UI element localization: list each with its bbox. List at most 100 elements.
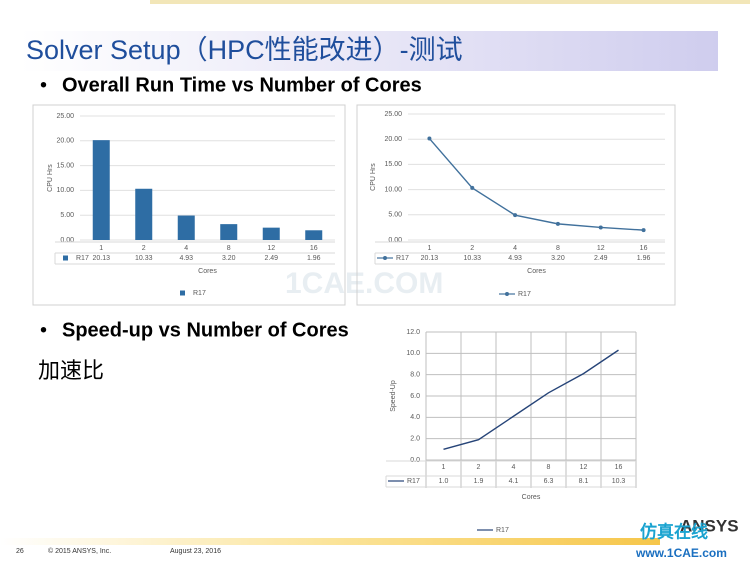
bar bbox=[177, 215, 195, 240]
chart-frame bbox=[32, 104, 346, 306]
x-axis-label: Cores bbox=[198, 268, 217, 275]
value-label: 10.3 bbox=[612, 478, 626, 485]
y-axis-label: CPU Hrs bbox=[47, 164, 54, 192]
y-tick-label: 6.0 bbox=[410, 393, 420, 400]
table-series-name: R17 bbox=[76, 255, 89, 262]
x-tick-label: 12 bbox=[580, 464, 588, 471]
y-tick-label: 10.0 bbox=[406, 350, 420, 357]
bullet: Overall Run Time vs Number of Cores bbox=[62, 74, 422, 96]
copyright: © 2015 ANSYS, Inc. bbox=[48, 547, 111, 555]
value-label: 6.3 bbox=[544, 478, 554, 485]
marker bbox=[598, 225, 603, 230]
legend-marker bbox=[383, 256, 387, 260]
legend-label: R17 bbox=[518, 291, 531, 298]
y-tick-label: 8.0 bbox=[410, 372, 420, 379]
x-tick-label: 1 bbox=[427, 245, 431, 252]
y-tick-label: 12.0 bbox=[406, 329, 420, 336]
x-tick-label: 16 bbox=[640, 245, 648, 252]
legend-label: R17 bbox=[193, 290, 206, 297]
y-axis-label: CPU Hrs bbox=[370, 163, 377, 191]
x-tick-label: 2 bbox=[142, 245, 146, 252]
value-label: 2.49 bbox=[264, 255, 278, 262]
value-label: 1.96 bbox=[637, 255, 651, 262]
table-series-name: R17 bbox=[396, 255, 409, 262]
table-series-name: R17 bbox=[407, 478, 420, 485]
x-tick-label: 8 bbox=[227, 245, 231, 252]
bar bbox=[92, 140, 110, 240]
slide-title: Solver Setup（HPC性能改进）-测试 bbox=[26, 35, 463, 65]
line bbox=[428, 138, 644, 231]
x-tick-label: 4 bbox=[184, 245, 188, 252]
page-number: 26 bbox=[16, 548, 24, 555]
marker bbox=[555, 221, 560, 226]
y-tick-label: 0.00 bbox=[60, 237, 74, 244]
x-axis-label: Cores bbox=[522, 494, 541, 501]
value-label: 4.1 bbox=[509, 478, 519, 485]
bullet-dot: • bbox=[40, 319, 47, 341]
value-label: 2.49 bbox=[594, 255, 608, 262]
y-tick-label: 20.00 bbox=[56, 138, 74, 145]
bar bbox=[220, 224, 238, 240]
legend-marker bbox=[505, 292, 509, 296]
x-tick-label: 4 bbox=[513, 245, 517, 252]
bullet-dot: • bbox=[40, 74, 47, 96]
y-tick-label: 15.00 bbox=[56, 162, 74, 169]
value-label: 4.93 bbox=[179, 255, 193, 262]
y-tick-label: 10.00 bbox=[56, 187, 74, 194]
x-tick-label: 12 bbox=[597, 245, 605, 252]
chart-frame bbox=[356, 104, 676, 306]
y-tick-label: 25.00 bbox=[56, 113, 74, 120]
bar bbox=[262, 227, 280, 240]
legend-swatch bbox=[63, 255, 68, 261]
value-label: 1.9 bbox=[474, 478, 484, 485]
marker bbox=[641, 228, 646, 233]
watermark: 仿真在线 bbox=[640, 521, 708, 541]
x-tick-label: 1 bbox=[99, 245, 103, 252]
value-label: 3.20 bbox=[222, 255, 236, 262]
y-tick-label: 10.00 bbox=[384, 186, 402, 193]
legend-swatch bbox=[180, 290, 185, 296]
date: August 23, 2016 bbox=[170, 548, 221, 555]
footer-bar bbox=[0, 538, 660, 545]
legend-label: R17 bbox=[496, 527, 509, 534]
bar bbox=[135, 188, 153, 240]
top-strip bbox=[150, 0, 750, 4]
marker bbox=[427, 136, 432, 141]
bar bbox=[305, 230, 323, 240]
logo: ANSYS bbox=[680, 516, 739, 535]
value-label: 4.93 bbox=[508, 255, 522, 262]
note: 加速比 bbox=[38, 358, 104, 383]
x-tick-label: 8 bbox=[556, 245, 560, 252]
y-axis-label: Speed-Up bbox=[390, 380, 397, 412]
marker bbox=[513, 213, 518, 218]
x-tick-label: 2 bbox=[477, 464, 481, 471]
value-label: 3.20 bbox=[551, 255, 565, 262]
bullet: Speed-up vs Number of Cores bbox=[62, 319, 349, 341]
y-tick-label: 0.0 bbox=[410, 457, 420, 464]
line bbox=[443, 349, 619, 451]
y-tick-label: 5.00 bbox=[388, 212, 402, 219]
y-tick-label: 15.00 bbox=[384, 161, 402, 168]
value-label: 1.0 bbox=[439, 478, 449, 485]
x-tick-label: 16 bbox=[310, 245, 318, 252]
x-axis-label: Cores bbox=[527, 268, 546, 275]
y-tick-label: 25.00 bbox=[384, 111, 402, 118]
x-tick-label: 16 bbox=[615, 464, 623, 471]
value-label: 8.1 bbox=[579, 478, 589, 485]
value-label: 1.96 bbox=[307, 255, 321, 262]
x-tick-label: 2 bbox=[470, 245, 474, 252]
y-tick-label: 2.0 bbox=[410, 436, 420, 443]
x-tick-label: 12 bbox=[267, 245, 275, 252]
value-label: 10.33 bbox=[135, 255, 153, 262]
y-tick-label: 4.0 bbox=[410, 414, 420, 421]
watermark: www.1CAE.com bbox=[635, 546, 727, 560]
x-tick-label: 8 bbox=[547, 464, 551, 471]
value-label: 20.13 bbox=[421, 255, 439, 262]
marker bbox=[470, 185, 475, 190]
y-tick-label: 20.00 bbox=[384, 136, 402, 143]
value-label: 20.13 bbox=[92, 255, 110, 262]
title-bar bbox=[20, 31, 718, 71]
y-tick-label: 0.00 bbox=[388, 237, 402, 244]
